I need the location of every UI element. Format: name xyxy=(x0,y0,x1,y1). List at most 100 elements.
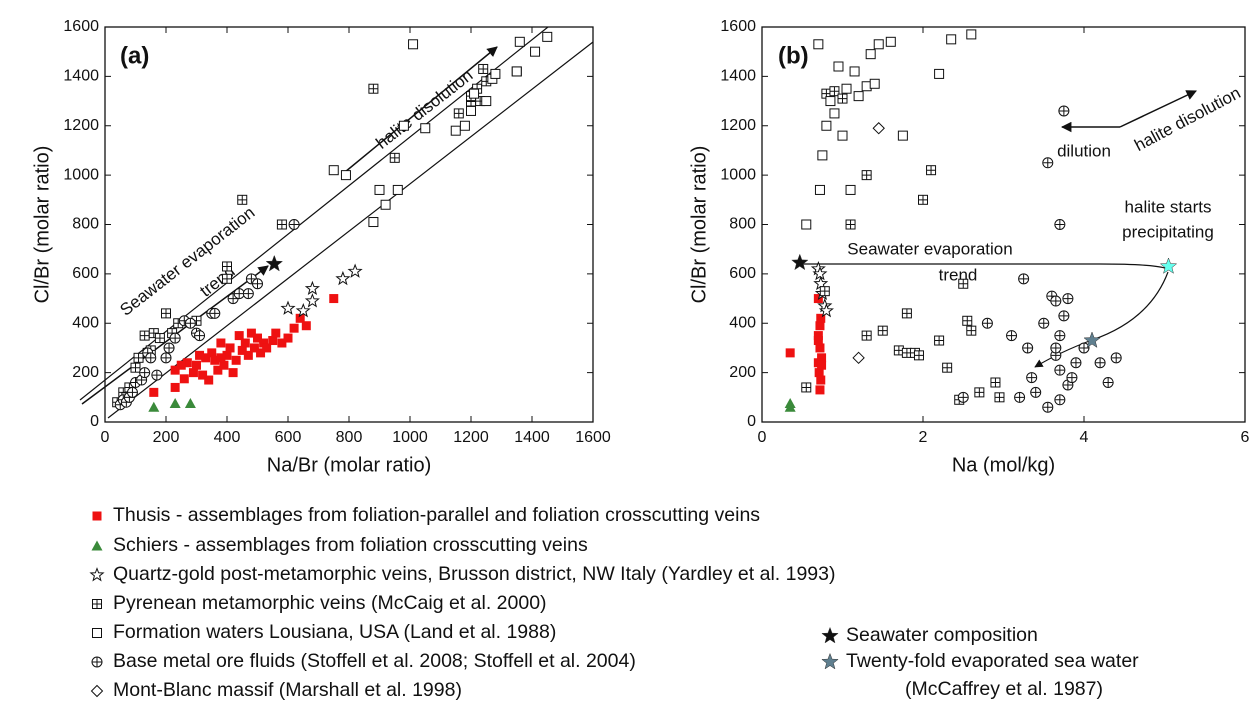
marker-part xyxy=(511,66,522,77)
data-point xyxy=(861,330,872,341)
marker-part xyxy=(259,338,269,348)
marker-part xyxy=(862,170,872,180)
data-point xyxy=(233,288,245,300)
data-point xyxy=(1102,377,1114,388)
data-point xyxy=(962,315,973,326)
data-point xyxy=(276,219,287,230)
marker-part xyxy=(1111,353,1121,363)
marker-part xyxy=(791,253,809,271)
marker-part xyxy=(466,105,476,116)
marker-part xyxy=(454,108,464,118)
marker-part xyxy=(328,165,339,176)
marker-part xyxy=(222,261,232,271)
data-point xyxy=(201,353,211,363)
marker-part xyxy=(829,108,840,119)
marker-part xyxy=(374,184,385,195)
marker-part xyxy=(243,350,253,360)
y-tick-label: 1000 xyxy=(720,166,756,183)
legend-marker xyxy=(821,626,839,644)
data-point xyxy=(815,385,825,395)
data-point xyxy=(216,353,226,363)
marker-part xyxy=(256,348,266,358)
marker-part xyxy=(329,294,339,304)
marker-part xyxy=(253,279,262,289)
marker-part xyxy=(185,318,195,328)
arrow xyxy=(1119,90,1197,128)
marker-part xyxy=(246,328,256,338)
marker-part xyxy=(219,360,229,370)
marker-part xyxy=(821,120,832,131)
data-point xyxy=(514,36,525,47)
marker-part xyxy=(283,333,293,343)
data-point xyxy=(819,286,830,297)
data-point xyxy=(380,199,391,210)
marker-part xyxy=(813,39,824,50)
data-point xyxy=(1066,372,1078,384)
data-point xyxy=(192,360,201,370)
data-point xyxy=(873,39,884,50)
marker-part xyxy=(894,345,904,355)
marker-part xyxy=(530,46,541,57)
marker-part xyxy=(1019,274,1029,284)
data-point xyxy=(176,360,186,370)
marker-part xyxy=(207,348,217,358)
marker-part xyxy=(280,300,296,315)
legend-marker xyxy=(92,511,102,521)
marker-part xyxy=(179,374,189,384)
marker-part xyxy=(813,336,823,346)
marker-part xyxy=(149,387,159,397)
y-axis-label: Cl/Br (molar ratio) xyxy=(31,146,53,304)
reference-line xyxy=(107,41,594,419)
data-point xyxy=(256,348,266,358)
marker-part xyxy=(216,338,226,348)
marker-part xyxy=(1055,365,1065,375)
data-point xyxy=(853,91,864,102)
marker-part xyxy=(1063,380,1073,390)
data-point xyxy=(398,120,409,131)
data-point xyxy=(1058,105,1070,117)
marker-part xyxy=(817,360,827,370)
marker-part xyxy=(1039,318,1049,328)
marker-part xyxy=(131,363,140,373)
x-tick-label: 600 xyxy=(275,429,302,446)
marker-part xyxy=(934,68,945,79)
data-point xyxy=(237,345,247,355)
marker-part xyxy=(240,338,250,348)
marker-part xyxy=(289,323,299,333)
marker-part xyxy=(841,83,852,94)
marker-part xyxy=(478,64,488,74)
marker-part xyxy=(1159,257,1178,274)
data-point xyxy=(1026,372,1038,384)
marker-part xyxy=(1083,331,1101,348)
data-point xyxy=(1083,331,1101,348)
data-point xyxy=(304,280,320,296)
marker-part xyxy=(816,313,826,323)
marker-part xyxy=(176,360,186,370)
marker-part xyxy=(161,308,171,318)
panel-label: (b) xyxy=(778,42,809,69)
data-point xyxy=(1062,293,1074,305)
data-point xyxy=(368,217,379,228)
legend-label: Quartz-gold post-metamorphic veins, Brus… xyxy=(113,563,836,585)
data-point xyxy=(861,170,872,181)
data-point xyxy=(249,343,259,353)
data-point xyxy=(149,387,159,397)
marker-part xyxy=(301,321,311,331)
data-point xyxy=(934,68,945,79)
marker-part xyxy=(237,195,247,205)
data-point xyxy=(814,184,825,195)
data-point xyxy=(946,34,957,45)
marker-part xyxy=(1071,358,1081,368)
data-point xyxy=(289,323,299,333)
marker-part xyxy=(962,316,972,326)
marker-part xyxy=(918,195,928,205)
marker-part xyxy=(213,365,223,375)
data-point xyxy=(182,358,192,368)
marker-part xyxy=(234,289,244,299)
data-point xyxy=(469,88,480,99)
data-point xyxy=(170,365,180,375)
data-point xyxy=(1006,330,1018,342)
data-point xyxy=(845,184,856,195)
legend-label: Seawater composition xyxy=(846,624,1038,646)
data-point xyxy=(1058,310,1070,322)
